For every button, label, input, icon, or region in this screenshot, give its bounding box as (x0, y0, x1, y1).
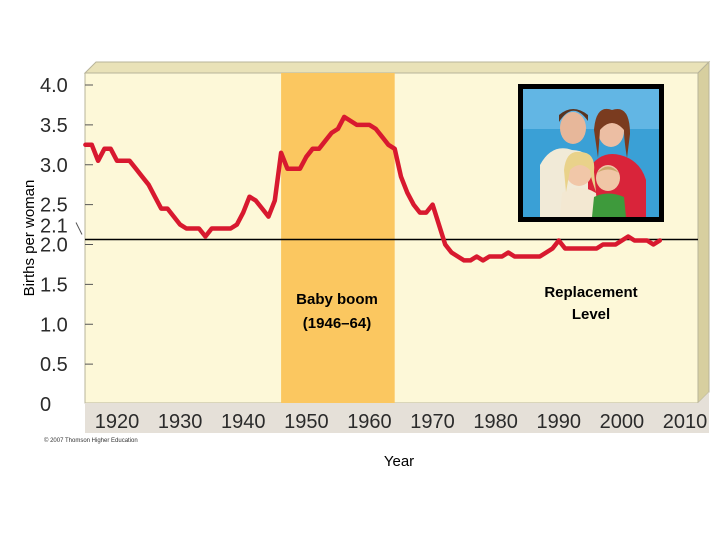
x-tick-label: 2010 (663, 411, 708, 433)
floor-strip (85, 392, 709, 433)
panel-right-face (697, 60, 710, 405)
x-tick-label: 1960 (347, 411, 392, 433)
y-tick-label: 3.5 (40, 115, 68, 137)
family-photo (518, 84, 664, 222)
y-tick-label: 2.5 (40, 195, 68, 217)
baby-boom-band (281, 73, 395, 403)
y-tick-label: 2.0 (40, 235, 68, 257)
fertility-rate-line (83, 114, 663, 263)
replacement-level-label-line1: Replacement (544, 284, 637, 301)
y-axis-ticks (85, 84, 93, 365)
copyright-credit: © 2007 Thomson Higher Education (44, 437, 138, 444)
x-axis-labels: 1920 1930 1940 1950 1960 1970 1980 1990 2000 2010 (95, 411, 708, 433)
band-label-line2: (1946–64) (303, 315, 371, 332)
y-tick-label: 3.0 (40, 155, 68, 177)
x-tick-label: 1990 (537, 411, 582, 433)
y-axis-title: Births per woman (21, 180, 38, 297)
x-tick-label: 1940 (221, 411, 266, 433)
x-tick-label: 1950 (284, 411, 329, 433)
replacement-level-callout (75, 222, 83, 235)
band-label-line1: Baby boom (296, 291, 378, 308)
x-tick-label: 1970 (410, 411, 455, 433)
y-tick-label: 0.5 (40, 354, 68, 376)
y-tick-label: 1.5 (40, 274, 68, 296)
y-tick-label: 2.1 (40, 216, 68, 238)
x-tick-label: 1920 (95, 411, 140, 433)
x-axis-title: Year (384, 453, 414, 470)
x-tick-label: 1930 (158, 411, 203, 433)
panel-top-face (83, 61, 711, 74)
x-tick-label: 2000 (600, 411, 645, 433)
replacement-level-label-line2: Level (572, 306, 610, 323)
y-tick-label: 4.0 (40, 75, 68, 97)
y-axis-labels: 0 0.5 1.0 1.5 2.02.12.5 3.0 3.5 4.0 (40, 75, 68, 416)
y-tick-label: 1.0 (40, 314, 68, 336)
x-tick-label: 1980 (473, 411, 518, 433)
y-tick-label: 0 (40, 394, 51, 416)
